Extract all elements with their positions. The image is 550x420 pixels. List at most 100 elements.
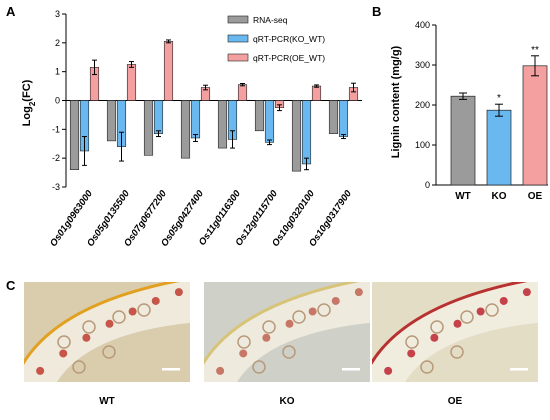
vascular-bundle bbox=[57, 335, 71, 349]
fold-change-y-tick-label: 3 bbox=[55, 9, 60, 19]
fold-change-bar bbox=[264, 100, 275, 143]
bundle-dot bbox=[239, 349, 248, 358]
fold-change-y-tick-label: 2 bbox=[55, 38, 60, 48]
vascular-bundle bbox=[317, 303, 331, 317]
bundle-dot bbox=[308, 307, 317, 316]
fold-change-y-tick-label: -1 bbox=[52, 124, 60, 134]
bundle-dot bbox=[59, 349, 68, 358]
lignin-bar bbox=[486, 109, 512, 186]
lignin-bar bbox=[522, 65, 548, 186]
micrograph-image bbox=[24, 282, 190, 382]
vascular-bundle bbox=[420, 360, 434, 374]
epidermis-rim bbox=[372, 282, 528, 365]
vascular-bundle bbox=[102, 345, 116, 359]
fold-change-bar bbox=[153, 100, 164, 134]
fold-change-bar bbox=[143, 100, 154, 156]
micrograph-label-wt: WT bbox=[99, 396, 115, 407]
vascular-bundle bbox=[282, 345, 296, 359]
panel-b-letter: B bbox=[372, 4, 381, 19]
micrograph-label-ko: KO bbox=[279, 396, 295, 407]
vascular-bundle bbox=[72, 360, 86, 374]
scale-bar bbox=[162, 368, 180, 371]
micrograph-wt bbox=[24, 282, 190, 382]
vascular-bundle bbox=[450, 345, 464, 359]
fold-change-y-label-sub: 2 bbox=[28, 101, 37, 106]
fold-change-bar bbox=[301, 100, 312, 165]
fold-change-y-tick-label: -2 bbox=[52, 153, 60, 163]
fold-change-y-tick-label: -3 bbox=[52, 182, 60, 192]
fold-change-bar bbox=[163, 41, 174, 101]
fold-change-y-axis-title: Log2(FC) bbox=[21, 79, 37, 126]
lignin-chart: Lignin content (mg/g) 0 100 200 300 400 WT * K… bbox=[390, 20, 548, 202]
bundle-dot bbox=[384, 366, 393, 375]
lignin-bars: WT * KO ** OE bbox=[450, 45, 548, 202]
fold-change-bar bbox=[126, 64, 137, 101]
significance-marker: ** bbox=[531, 45, 539, 56]
micrograph-label-oe: OE bbox=[447, 396, 463, 407]
vascular-bundle bbox=[112, 310, 126, 324]
vascular-bundle bbox=[292, 310, 306, 324]
fold-change-bar bbox=[237, 84, 248, 101]
fold-change-bar bbox=[254, 100, 265, 132]
bundle-dot bbox=[82, 333, 91, 342]
legend-label: qRT-PCR(KO_WT) bbox=[253, 34, 325, 44]
bundle-dot bbox=[499, 296, 508, 305]
lignin-y-tick-label: 400 bbox=[415, 20, 430, 30]
micrograph-oe bbox=[372, 282, 538, 382]
epidermis-rim bbox=[24, 282, 180, 365]
fold-change-legend: RNA-seq qRT-PCR(KO_WT) qRT-PCR(OE_WT) bbox=[227, 15, 325, 63]
gene-labels: Os01g0963000Os05g0135500Os07g0677200Os05… bbox=[48, 188, 354, 249]
bundle-dot bbox=[105, 319, 114, 328]
lignin-y-tick-label: 200 bbox=[415, 100, 430, 110]
fold-change-bar bbox=[328, 100, 339, 134]
bundle-dot bbox=[174, 288, 183, 297]
fold-change-bar bbox=[291, 100, 302, 172]
lignin-y-axis-title: Lignin content (mg/g) bbox=[390, 45, 402, 158]
bundle-dot bbox=[453, 319, 462, 328]
bundle-dot bbox=[476, 307, 485, 316]
fold-change-bar bbox=[180, 100, 191, 159]
bundle-dot bbox=[407, 349, 416, 358]
lignin-category-label: WT bbox=[455, 191, 471, 202]
legend-swatch bbox=[227, 15, 249, 24]
vascular-bundle bbox=[252, 360, 266, 374]
vascular-bundle bbox=[430, 320, 444, 334]
legend-swatch bbox=[227, 34, 249, 43]
micrograph-ko bbox=[204, 282, 370, 382]
bundle-dot bbox=[522, 288, 531, 297]
legend-swatch bbox=[227, 53, 249, 62]
bundle-dot bbox=[285, 319, 294, 328]
bundle-dot bbox=[151, 296, 160, 305]
scale-bar bbox=[342, 368, 360, 371]
fold-change-bar bbox=[217, 100, 228, 149]
vascular-bundle bbox=[137, 303, 151, 317]
panel-c-letter: C bbox=[6, 278, 16, 293]
lignin-category-label: OE bbox=[528, 191, 543, 202]
fold-change-y-label-base: Log bbox=[21, 106, 33, 126]
bundle-dot bbox=[331, 296, 340, 305]
scale-bar bbox=[510, 368, 528, 371]
legend-label: qRT-PCR(OE_WT) bbox=[253, 53, 325, 63]
fold-change-y-tick-label: 1 bbox=[55, 67, 60, 77]
bundle-dot bbox=[354, 288, 363, 297]
bundle-dot bbox=[430, 333, 439, 342]
lignin-category-label: KO bbox=[492, 191, 507, 202]
vascular-bundle bbox=[405, 335, 419, 349]
fold-change-bar bbox=[311, 85, 322, 101]
vascular-bundle bbox=[460, 310, 474, 324]
lignin-y-tick-label: 0 bbox=[425, 180, 430, 190]
fold-change-bar bbox=[106, 100, 117, 142]
micrograph-image bbox=[204, 282, 370, 382]
fold-change-y-axis: -3 -2 -1 0 1 2 3 bbox=[52, 9, 362, 192]
legend-label: RNA-seq bbox=[253, 15, 288, 25]
micrograph-image bbox=[372, 282, 538, 382]
vascular-bundle bbox=[82, 320, 96, 334]
lignin-y-tick-label: 300 bbox=[415, 60, 430, 70]
bundle-dot bbox=[128, 307, 137, 316]
fold-change-y-tick-label: 0 bbox=[55, 96, 60, 106]
fold-change-y-label-tail: (FC) bbox=[21, 79, 33, 101]
lignin-y-tick-label: 100 bbox=[415, 140, 430, 150]
fold-change-bar bbox=[190, 100, 201, 139]
